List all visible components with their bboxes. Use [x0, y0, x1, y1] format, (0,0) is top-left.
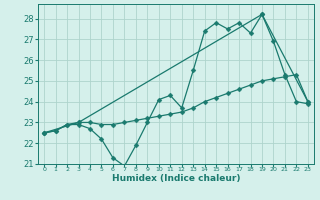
- X-axis label: Humidex (Indice chaleur): Humidex (Indice chaleur): [112, 174, 240, 183]
